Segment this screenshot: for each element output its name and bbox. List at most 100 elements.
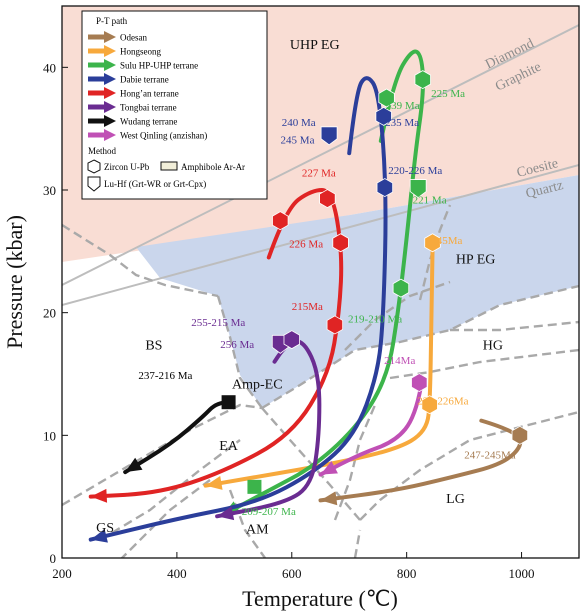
zircon-marker: [332, 233, 349, 253]
hp-eclogite-field: [136, 175, 579, 408]
legend-entry-label: West Qinling (anzishan): [120, 131, 207, 141]
path-wudang-terrane: [123, 400, 231, 475]
legend-entry-label: Odesan: [120, 33, 147, 43]
facies-labels: UHP EG HP EG HG BS Amp-EC EA AM GS LG: [96, 38, 503, 538]
age-label: 256 Ma: [220, 339, 254, 351]
facies-label: AM: [246, 522, 269, 537]
age-labels: 240 Ma 245 Ma 235 Ma 220-226 Ma 239 Ma 225 Ma…: [138, 88, 515, 518]
coesite-quartz-line: [62, 164, 579, 306]
y-tick-label: 0: [50, 551, 57, 566]
diamond-graphite-line: [62, 24, 579, 286]
age-label: 239 Ma: [386, 100, 420, 112]
path-dabie-terrane: [88, 76, 388, 542]
facies-label: Amp-EC: [232, 378, 283, 393]
luhf-marker-icon: [87, 176, 101, 192]
age-label: 255-215 Ma: [191, 317, 245, 329]
age-label: 226 Ma: [289, 239, 323, 251]
facies-label: LG: [446, 492, 465, 507]
axes: 200 400 600 800 1000 0 10 20 30 40: [43, 60, 535, 581]
age-label: 215Ma: [292, 301, 323, 313]
luhf-marker: [409, 179, 427, 199]
path-west-qinling-anzishan: [318, 384, 424, 477]
y-tick-label: 20: [43, 306, 56, 321]
zircon-marker: [392, 278, 410, 298]
zircon-marker: [375, 106, 392, 126]
path-hongseong: [203, 249, 435, 488]
age-label: 230-226Ma: [417, 396, 468, 408]
x-axis-label: Temperature (℃): [242, 586, 398, 611]
luhf-marker: [320, 126, 338, 146]
legend-arrow-icon: [104, 115, 116, 127]
legend-arrow-icon: [104, 59, 116, 71]
zircon-marker: [283, 330, 300, 350]
age-label: 247-245Ma: [464, 450, 515, 462]
facies-label: HG: [483, 338, 503, 353]
pt-paths: [88, 49, 523, 543]
arrowhead-odesan: [320, 491, 338, 506]
legend-entry-label: Dabie terrane: [120, 75, 169, 85]
age-label: 214Ma: [384, 355, 415, 367]
zircon-marker: [421, 395, 438, 415]
zircon-marker: [326, 315, 344, 335]
age-label: 225 Ma: [431, 88, 465, 100]
x-tick-label: 800: [397, 566, 417, 581]
legend-luhf-label: Lu-Hf (Grt-WR or Grt-Cpx): [104, 179, 206, 189]
age-label: 237-216 Ma: [138, 370, 192, 382]
legend-zircon-label: Zircon U-Pb: [104, 162, 150, 172]
facies-label: EA: [219, 439, 239, 454]
age-label: 227 Ma: [302, 168, 336, 180]
legend-arrow-icon: [104, 87, 116, 99]
age-label: 245Ma: [431, 235, 462, 247]
zircon-marker: [272, 211, 289, 231]
age-label: 245 Ma: [281, 134, 315, 146]
legend-title: P-T path: [96, 16, 128, 26]
path-sulu-hp-uhp-terrane: [220, 49, 425, 518]
arrowhead-hong-an-terrane: [90, 488, 108, 503]
age-label: 235 Ma: [385, 117, 419, 129]
facies-label: GS: [96, 521, 114, 536]
age-label: 219-210 Ma: [348, 313, 402, 325]
legend-entry-label: Hongseong: [120, 47, 161, 57]
x-tick-label: 200: [52, 566, 72, 581]
legend-method-title: Method: [88, 146, 116, 156]
legend: P-T path Odesan Hongseong Sulu HP-UHP terr…: [81, 10, 268, 200]
legend-entry-label: Wudang terrane: [120, 117, 177, 127]
arrowhead-west-qinling-anzishan: [320, 461, 338, 475]
legend-arrow-icon: [104, 129, 116, 141]
amphibole-marker-icon: [160, 161, 178, 171]
facies-label: BS: [145, 338, 162, 353]
legend-entry-label: Hong’an terrane: [120, 89, 179, 99]
age-label: 221 Ma: [413, 194, 447, 206]
zircon-marker: [424, 233, 441, 253]
legend-arrow-icon: [104, 101, 116, 113]
arrowhead-hongseong: [205, 476, 223, 490]
legend-amphibole-label: Amphibole Ar-Ar: [181, 162, 245, 172]
arrowhead-dabie-terrane: [90, 529, 108, 543]
arrowhead-tongbai-terrane: [217, 506, 235, 521]
zircon-marker: [411, 373, 428, 393]
facies-label: UHP EG: [290, 38, 340, 53]
y-tick-label: 10: [43, 428, 56, 443]
arrowhead-wudang-terrane: [125, 457, 143, 473]
zircon-marker: [511, 425, 529, 445]
facies-label: HP EG: [456, 253, 496, 268]
age-label: 240 Ma: [282, 117, 316, 129]
amphibole-marker: [221, 395, 236, 410]
legend-arrow-icon: [104, 31, 116, 43]
amphibole-marker: [247, 479, 262, 494]
age-label: 220-226 Ma: [388, 165, 442, 177]
zircon-marker: [319, 189, 336, 209]
zircon-marker: [414, 70, 431, 90]
y-axis-label: Pressure (kbar): [2, 215, 27, 349]
zircon-marker: [376, 178, 394, 198]
y-tick-label: 30: [43, 183, 56, 198]
zircon-marker-icon: [87, 159, 101, 174]
x-tick-label: 400: [167, 566, 187, 581]
y-tick-label: 40: [43, 60, 56, 75]
x-tick-label: 600: [282, 566, 302, 581]
plot-frame: [61, 5, 580, 559]
age-markers: [221, 70, 529, 494]
x-tick-label: 1000: [509, 566, 535, 581]
legend-arrow-icon: [104, 73, 116, 85]
